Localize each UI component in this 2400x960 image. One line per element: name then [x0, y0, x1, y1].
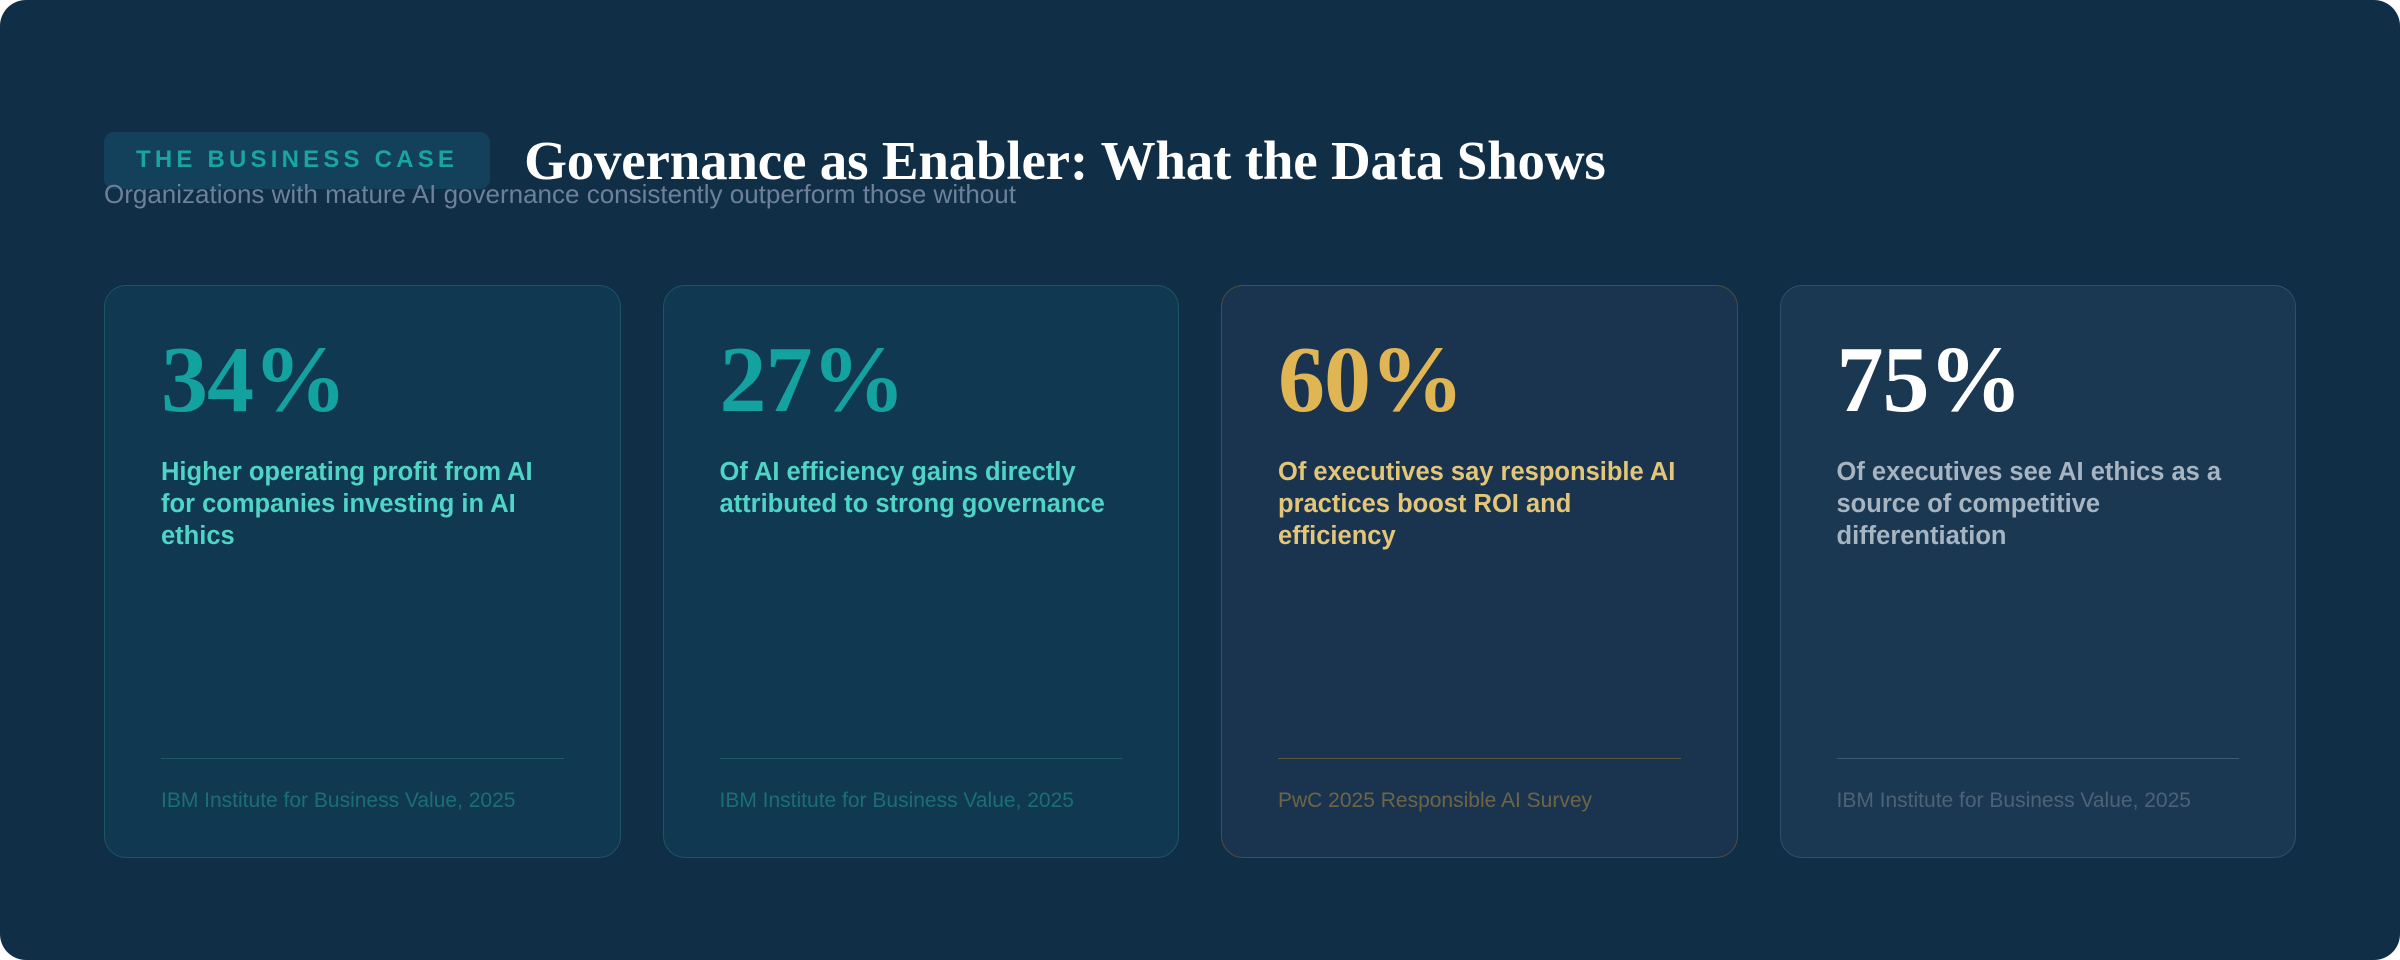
- stat-label: Of executives see AI ethics as a source …: [1836, 458, 2222, 551]
- stat-cards-row: 34% Higher operating profit from AI for …: [104, 285, 2296, 858]
- card-divider: [719, 758, 1122, 760]
- card-footer: PwC 2025 Responsible AI Survey: [1278, 758, 1681, 815]
- card-divider: [1278, 758, 1681, 760]
- stat-card: 60% Of executives say responsible AI pra…: [1221, 285, 1738, 858]
- card-divider: [1836, 758, 2239, 760]
- card-footer: IBM Institute for Business Value, 2025: [161, 758, 564, 815]
- card-divider: [161, 758, 564, 760]
- stat-card: 34% Higher operating profit from AI for …: [104, 285, 621, 858]
- card-spacer: [1278, 553, 1681, 758]
- card-footer: IBM Institute for Business Value, 2025: [719, 758, 1122, 815]
- stat-source: IBM Institute for Business Value, 2025: [719, 789, 1074, 813]
- stat-label: Of AI efficiency gains directly attribut…: [719, 458, 1105, 519]
- stat-value: 27%: [719, 328, 906, 432]
- eyebrow-badge: THE BUSINESS CASE: [104, 131, 491, 189]
- card-footer: IBM Institute for Business Value, 2025: [1836, 758, 2239, 815]
- stat-card: 27% Of AI efficiency gains directly attr…: [662, 285, 1179, 858]
- stat-card: 75% Of executives see AI ethics as a sou…: [1779, 285, 2296, 858]
- stat-source: PwC 2025 Responsible AI Survey: [1278, 789, 1593, 813]
- stat-value: 60%: [1278, 328, 1464, 432]
- stat-source: IBM Institute for Business Value, 2025: [1836, 789, 2191, 813]
- stat-source: IBM Institute for Business Value, 2025: [161, 789, 516, 813]
- header-row: THE BUSINESS CASE Governance as Enabler:…: [104, 96, 1606, 225]
- eyebrow-label: THE BUSINESS CASE: [136, 145, 459, 173]
- card-spacer: [720, 521, 1123, 758]
- card-spacer: [161, 553, 564, 758]
- stat-value: 75%: [1836, 328, 2023, 432]
- page-subtitle: Organizations with mature AI governance …: [104, 179, 1016, 209]
- card-spacer: [1837, 553, 2240, 758]
- stat-label: Higher operating profit from AI for comp…: [161, 458, 533, 551]
- stat-label: Of executives say responsible AI practic…: [1278, 458, 1676, 551]
- page-title: Governance as Enabler: What the Data Sho…: [524, 129, 1606, 191]
- stat-value: 34%: [161, 328, 347, 432]
